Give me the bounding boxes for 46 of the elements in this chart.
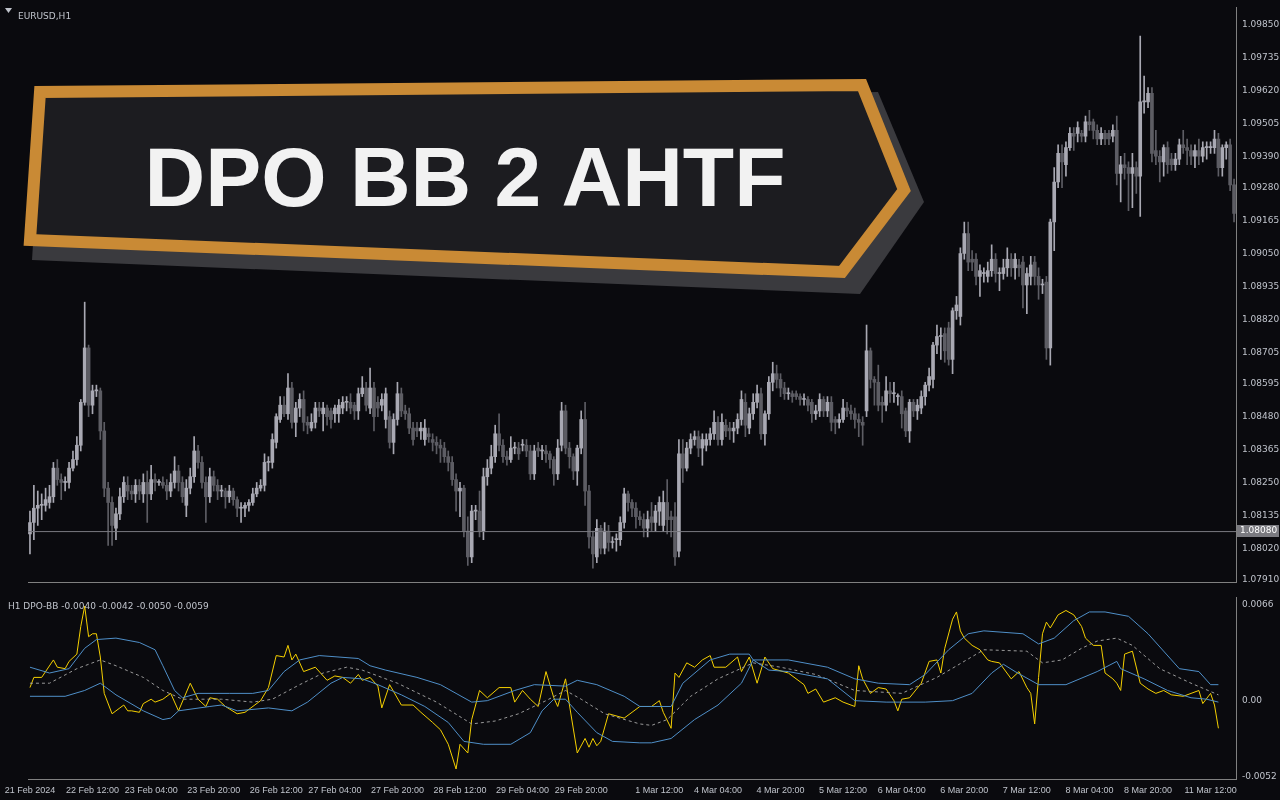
x-tick-label: 29 Feb 20:00 [554, 785, 608, 796]
x-tick-label: 23 Feb 04:00 [124, 785, 178, 796]
y-tick-label: 1.09505 [1242, 117, 1280, 128]
x-tick-label: 28 Feb 12:00 [433, 785, 487, 796]
line-series [29, 637, 1219, 726]
y-tick-label: -0.0052 [1242, 770, 1277, 781]
x-tick-label: 27 Feb 04:00 [308, 785, 362, 796]
y-tick-label: 1.08705 [1242, 346, 1280, 357]
y-tick-label: 1.09280 [1242, 182, 1280, 193]
x-tick-label: 7 Mar 12:00 [1002, 785, 1051, 796]
y-tick-label: 1.08135 [1242, 509, 1280, 520]
ref-line-label: 1.08080 [1240, 525, 1278, 536]
x-tick-label: 22 Feb 12:00 [65, 785, 120, 796]
x-tick-label: 11 Mar 12:00 [1184, 785, 1237, 796]
y-tick-label: 1.09620 [1242, 84, 1280, 95]
x-tick-label: 8 Mar 04:00 [1065, 785, 1114, 796]
annotation: EURUSD,H1 [18, 10, 72, 21]
y-tick-label: 1.09390 [1242, 150, 1280, 161]
x-tick-label: 4 Mar 20:00 [756, 785, 805, 796]
x-tick-label: 5 Mar 12:00 [819, 785, 868, 796]
x-tick-label: 26 Feb 12:00 [249, 785, 303, 796]
y-tick-label: 1.08020 [1242, 542, 1280, 553]
y-tick-label: 1.09735 [1242, 51, 1280, 62]
y-tick-label: 1.08250 [1242, 476, 1280, 487]
x-tick-label: 6 Mar 20:00 [940, 785, 989, 796]
y-tick-label: 1.08365 [1242, 443, 1280, 454]
y-tick-label: 1.09165 [1242, 214, 1280, 225]
y-tick-label: 1.07910 [1242, 574, 1280, 585]
y-tick-label: 1.08820 [1242, 313, 1280, 324]
text: DPO BB 2 AHTF [143, 130, 787, 224]
y-tick-label: 1.08595 [1242, 378, 1280, 389]
y-tick-label: 1.09850 [1242, 18, 1280, 29]
y-tick-label: 1.09050 [1242, 247, 1280, 258]
chart-title: H1 DPO-BB -0.0040 -0.0042 -0.0050 -0.0059 [8, 600, 209, 611]
y-tick-label: 1.08480 [1242, 410, 1280, 421]
y-tick-label: 0.0066 [1242, 599, 1274, 610]
x-tick-label: 8 Mar 20:00 [1124, 785, 1173, 796]
x-tick-label: 4 Mar 04:00 [693, 785, 743, 796]
y-tick-label: 1.08935 [1242, 280, 1280, 291]
x-tick-label: 21 Feb 2024 [4, 785, 56, 796]
x-tick-label: 27 Feb 20:00 [370, 785, 424, 796]
x-tick-label: 1 Mar 12:00 [635, 785, 684, 796]
x-tick-label: 6 Mar 04:00 [877, 785, 926, 796]
y-tick-label: 0.00 [1242, 695, 1263, 706]
x-tick-label: 29 Feb 04:00 [496, 785, 550, 796]
x-tick-label: 23 Feb 20:00 [187, 785, 241, 796]
